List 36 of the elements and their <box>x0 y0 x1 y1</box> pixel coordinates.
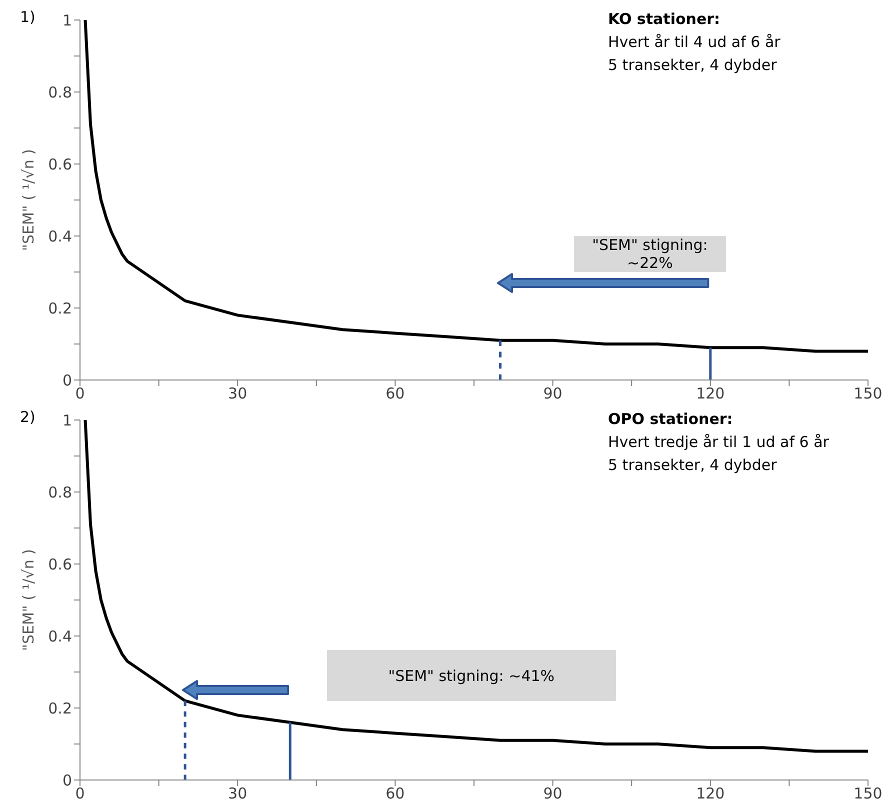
annotation: 5 transekter, 4 dybder <box>608 55 778 76</box>
x-tick-label: 150 <box>854 784 882 803</box>
y-tick-label: 0.6 <box>48 555 72 574</box>
x-tick-label: 30 <box>228 384 248 403</box>
y-tick-label: 0.4 <box>48 627 72 646</box>
chart-title: KO stationer: <box>608 9 722 30</box>
chart-title: OPO stationer: <box>608 409 734 430</box>
y-tick-label: 1 <box>62 411 72 430</box>
y-axis-title: "SEM" ( ¹/√n ) <box>19 549 38 651</box>
y-tick-label: 0.8 <box>48 83 72 102</box>
y-tick-label: 0.6 <box>48 155 72 174</box>
x-tick-label: 60 <box>386 784 405 803</box>
y-tick-label: 1 <box>62 11 72 30</box>
y-axis-title: "SEM" ( ¹/√n ) <box>19 149 38 251</box>
x-tick-label: 150 <box>854 384 882 403</box>
text-box: "SEM" stigning: ~41% <box>326 650 616 701</box>
x-tick-label: 90 <box>543 384 562 403</box>
x-tick-label: 60 <box>386 384 405 403</box>
y-tick-label: 0 <box>62 371 72 390</box>
text: 2) <box>20 408 36 426</box>
annotation: Hvert år til 4 ud af 6 år <box>608 32 780 53</box>
text-box: "SEM" stigning: ~22% <box>574 236 726 272</box>
y-tick-label: 0.2 <box>48 699 72 718</box>
annotation: Hvert tredje år til 1 ud af 6 år <box>608 432 829 453</box>
y-tick-label: 0.2 <box>48 299 72 318</box>
y-tick-label: 0.4 <box>48 227 72 246</box>
x-tick-label: 30 <box>228 784 248 803</box>
x-tick-label: 90 <box>543 784 562 803</box>
y-tick-label: 0.8 <box>48 483 72 502</box>
y-tick-label: 0 <box>62 771 72 790</box>
x-tick-label: 0 <box>75 784 85 803</box>
x-tick-label: 120 <box>696 384 725 403</box>
annotation: 5 transekter, 4 dybder <box>608 455 778 476</box>
x-tick-label: 0 <box>75 384 85 403</box>
x-tick-label: 120 <box>696 784 725 803</box>
text: 1) <box>20 8 36 26</box>
